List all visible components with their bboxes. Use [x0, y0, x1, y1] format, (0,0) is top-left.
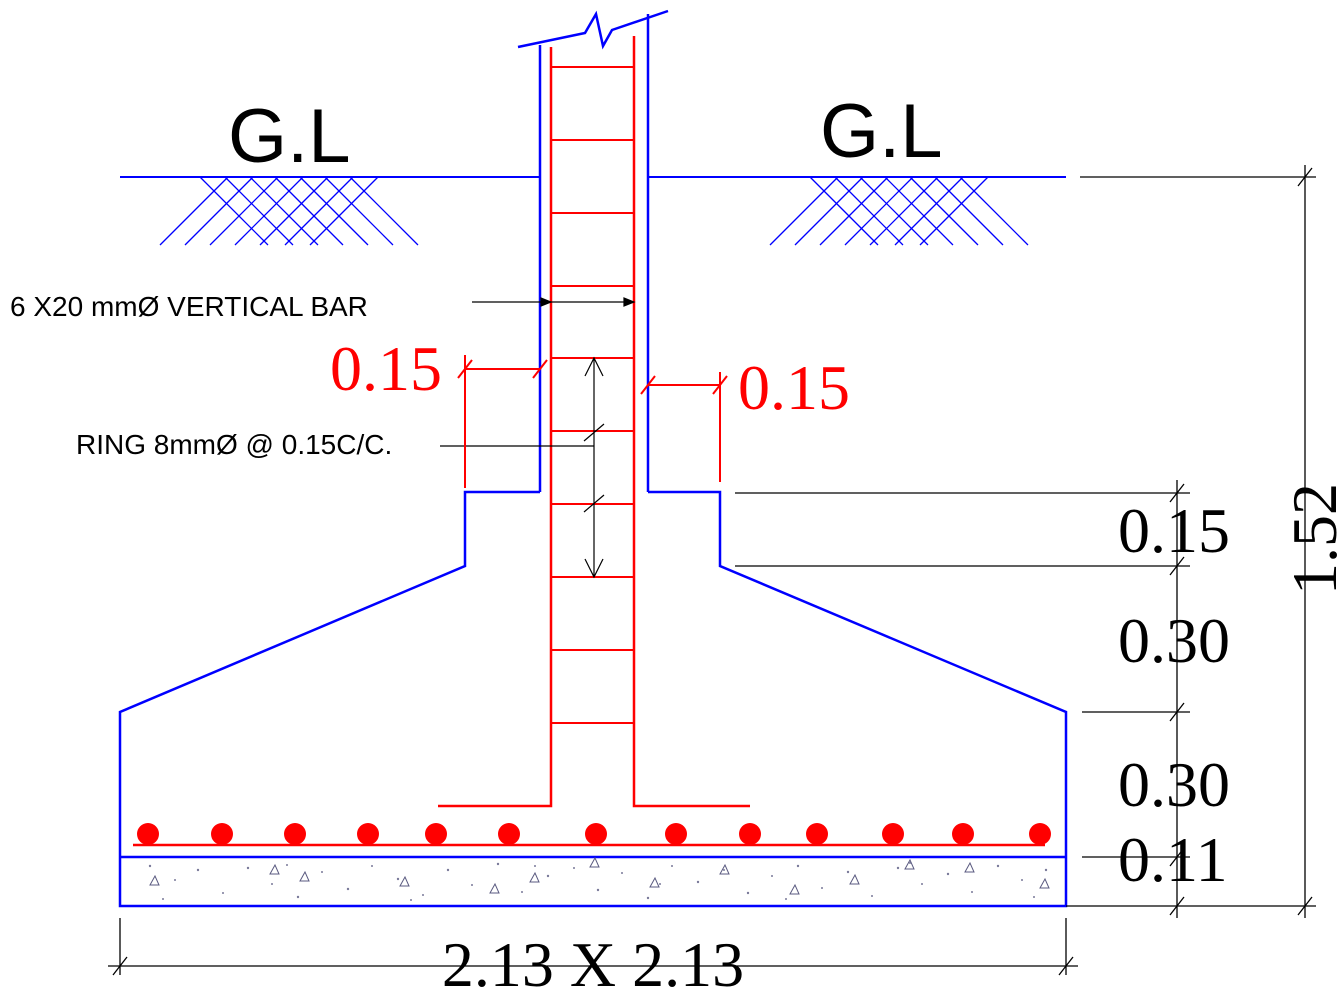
- column-rings: [551, 66, 634, 724]
- pcc-height-dim: 0.11: [1118, 824, 1228, 895]
- pedestal-height-dim: 0.15: [1118, 495, 1230, 566]
- annotation-leaders: [440, 297, 636, 579]
- soil-hatch-left: [159, 176, 419, 246]
- base-dimension-line: [108, 918, 1078, 976]
- base-size-dim: 2.13 X 2.13: [442, 929, 744, 994]
- left-cover-dim: 0.15: [330, 333, 442, 404]
- bottom-bar-section: [357, 823, 379, 845]
- bottom-bar-sections: [137, 823, 1051, 845]
- vertical-bar-label: 6 X20 mmØ VERTICAL BAR: [10, 291, 368, 322]
- pcc-aggregate: [149, 856, 1050, 895]
- concrete-outline: [118, 9, 1068, 908]
- bottom-bar-section: [425, 823, 447, 845]
- vertical-bar-left: [438, 47, 553, 808]
- bottom-bar-section: [284, 823, 306, 845]
- bottom-bar-section: [806, 823, 828, 845]
- bottom-bar-section: [952, 823, 974, 845]
- right-cover-dim: 0.15: [738, 352, 850, 423]
- pcc-texture: [148, 862, 1048, 901]
- footing-height-dim: 0.30: [1118, 749, 1230, 820]
- height-dimension-lines: [735, 165, 1316, 918]
- bottom-bar-section: [1029, 823, 1051, 845]
- cover-dimension-lines: [457, 355, 728, 488]
- vertical-bar-right: [632, 36, 750, 808]
- bottom-bar-section: [211, 823, 233, 845]
- gl-label-left: G.L: [228, 94, 351, 179]
- bottom-bar-section: [739, 823, 761, 845]
- slope-height-dim: 0.30: [1118, 605, 1230, 676]
- gl-label-right: G.L: [820, 89, 943, 174]
- bottom-bar-section: [585, 823, 607, 845]
- bottom-bar-section: [882, 823, 904, 845]
- soil-hatch-right: [769, 176, 1029, 246]
- bottom-bar-section: [137, 823, 159, 845]
- ring-label: RING 8mmØ @ 0.15C/C.: [76, 429, 392, 460]
- bottom-bar-section: [498, 823, 520, 845]
- bottom-bar-section: [665, 823, 687, 845]
- total-height-dim: 1.52: [1279, 483, 1344, 595]
